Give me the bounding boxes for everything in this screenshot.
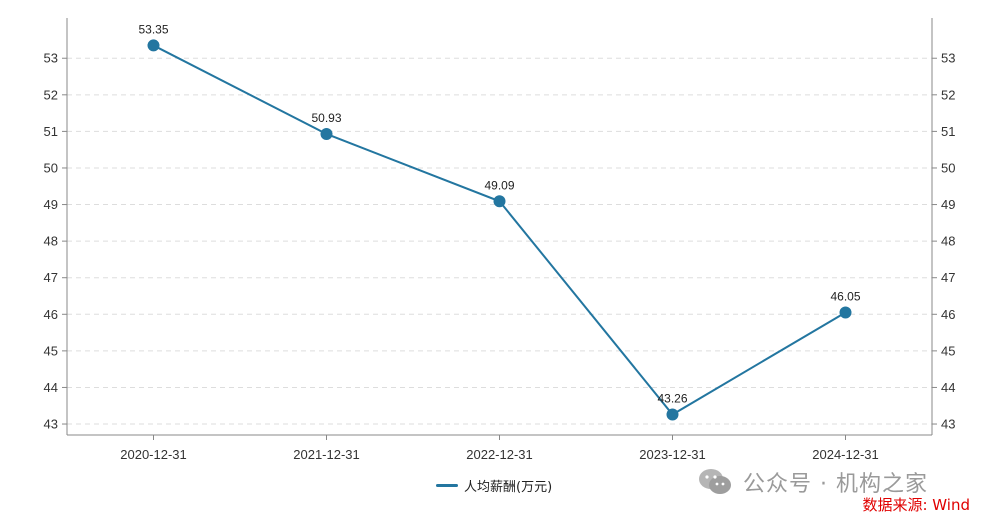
- y-tick-label-right: 45: [941, 343, 955, 358]
- x-tick-label: 2024-12-31: [812, 447, 879, 462]
- data-label: 43.26: [657, 392, 687, 406]
- x-tick-label: 2022-12-31: [466, 447, 533, 462]
- data-point: [839, 306, 852, 319]
- y-tick-label-right: 48: [941, 234, 955, 249]
- y-tick-label-left: 52: [44, 87, 58, 102]
- y-tick-label-right: 50: [941, 160, 955, 175]
- data-point: [147, 39, 160, 52]
- series-line: [153, 44, 847, 416]
- y-tick-label-right: 44: [941, 380, 955, 395]
- data-label: 49.09: [484, 178, 514, 192]
- y-tick-label-right: 53: [941, 51, 955, 66]
- y-tick-label-left: 43: [44, 417, 58, 432]
- y-tick-label-left: 48: [44, 234, 58, 249]
- watermark-text: 公众号 · 机构之家: [743, 472, 928, 497]
- x-tick-label: 2023-12-31: [639, 447, 706, 462]
- source-note: 数据来源: Wind: [862, 496, 970, 514]
- data-label: 46.05: [830, 289, 860, 303]
- x-tick-label: 2021-12-31: [293, 447, 360, 462]
- legend: 人均薪酬(万元): [436, 476, 552, 495]
- y-tick-label-left: 49: [44, 197, 58, 212]
- y-tick-label-left: 50: [44, 160, 58, 175]
- y-tick-label-left: 53: [44, 51, 58, 66]
- wechat-icon: [699, 469, 731, 494]
- y-tick-label-left: 45: [44, 343, 58, 358]
- data-label: 50.93: [311, 111, 341, 125]
- y-tick-label-right: 52: [941, 87, 955, 102]
- data-point: [320, 127, 333, 140]
- x-tick-label: 2020-12-31: [120, 447, 187, 462]
- watermark: 公众号 · 机构之家: [697, 466, 928, 498]
- y-tick-label-left: 44: [44, 380, 58, 395]
- data-label: 53.35: [138, 22, 168, 36]
- y-tick-label-left: 46: [44, 307, 58, 322]
- data-point: [666, 408, 679, 421]
- data-point: [493, 195, 506, 208]
- legend-swatch: [436, 484, 458, 487]
- y-tick-label-left: 51: [44, 124, 58, 139]
- y-tick-label-right: 43: [941, 417, 955, 432]
- y-tick-label-right: 49: [941, 197, 955, 212]
- legend-label: 人均薪酬(万元): [464, 480, 553, 495]
- y-tick-label-left: 47: [44, 270, 58, 285]
- y-tick-label-right: 46: [941, 307, 955, 322]
- y-tick-label-right: 47: [941, 270, 955, 285]
- y-tick-label-right: 51: [941, 124, 955, 139]
